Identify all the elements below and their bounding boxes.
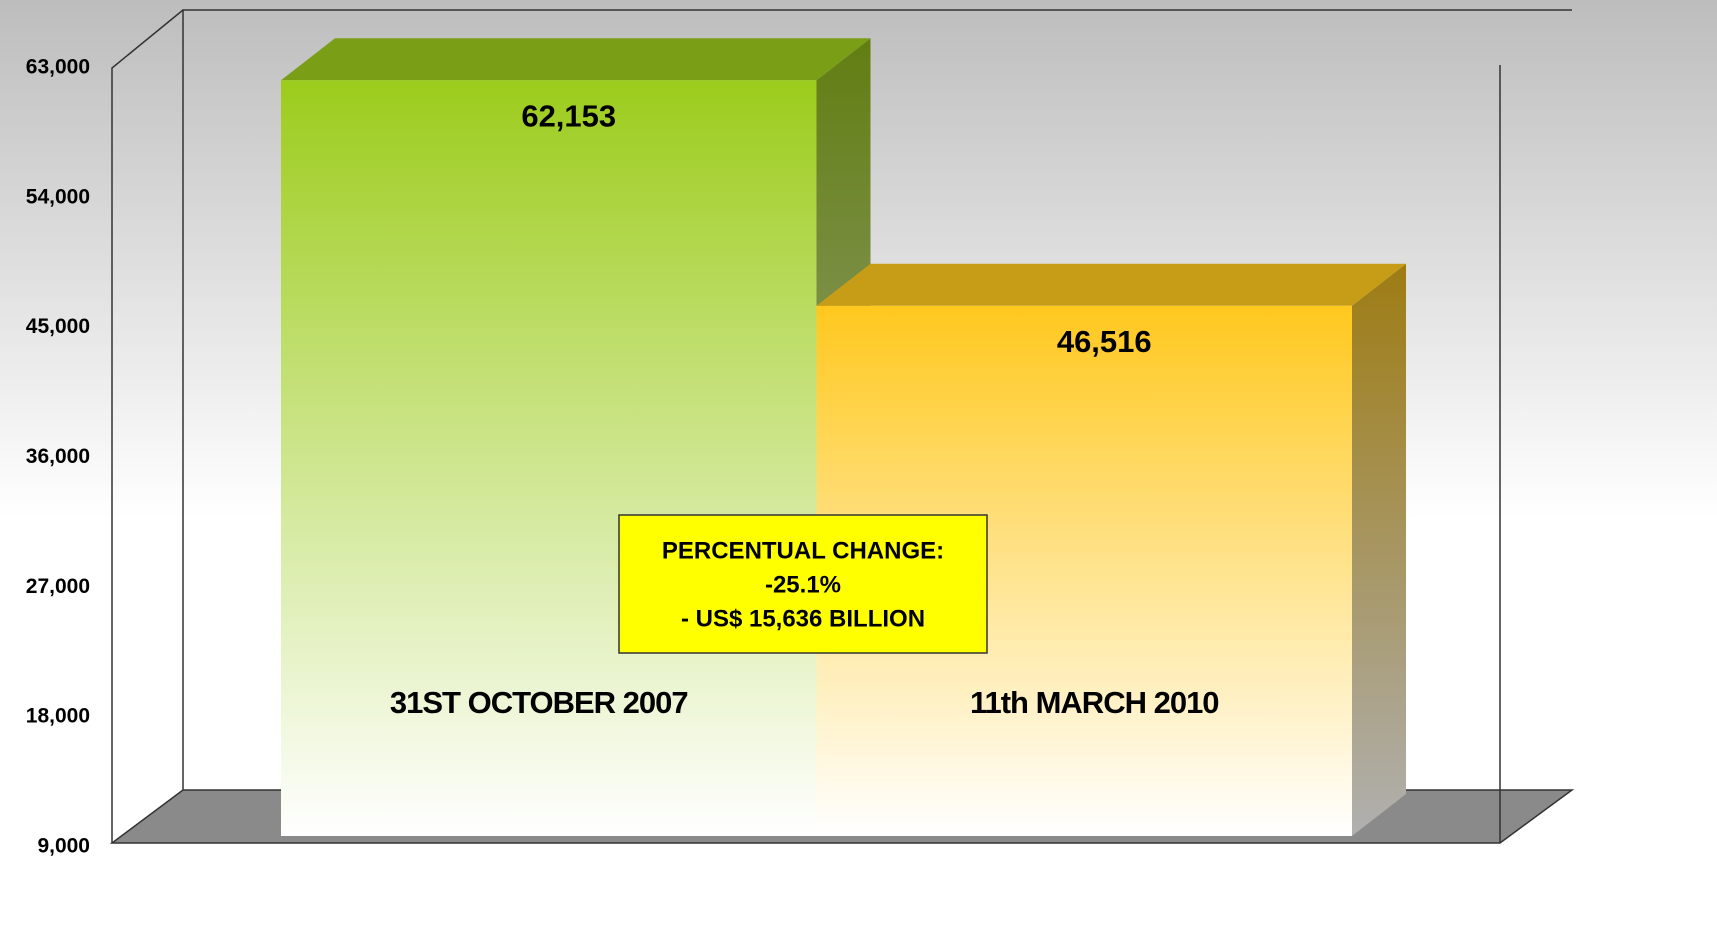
annotation-line: - US$ 15,636 BILLION: [681, 605, 925, 632]
annotation-box: [618, 514, 988, 654]
bar-top: [816, 263, 1406, 306]
annotation-line: -25.1%: [765, 571, 841, 598]
y-tick-label: 36,000: [26, 445, 90, 468]
bar-top: [281, 38, 871, 81]
y-tick-label: 9,000: [37, 835, 90, 858]
bar-side: [1352, 263, 1406, 836]
category-label: 31ST OCTOBER 2007: [390, 685, 688, 720]
annotation-line: PERCENTUAL CHANGE:: [662, 537, 944, 564]
value-label: 46,516: [1057, 324, 1152, 359]
y-tick-label: 45,000: [26, 315, 90, 338]
bar: [281, 80, 817, 837]
category-label: 11th MARCH 2010: [970, 685, 1219, 720]
y-tick-label: 27,000: [26, 575, 90, 598]
value-label: 62,153: [521, 98, 616, 133]
y-tick-label: 63,000: [26, 56, 90, 79]
left-wall: [111, 9, 184, 843]
y-tick-label: 18,000: [26, 705, 90, 728]
y-tick-label: 54,000: [26, 185, 90, 208]
